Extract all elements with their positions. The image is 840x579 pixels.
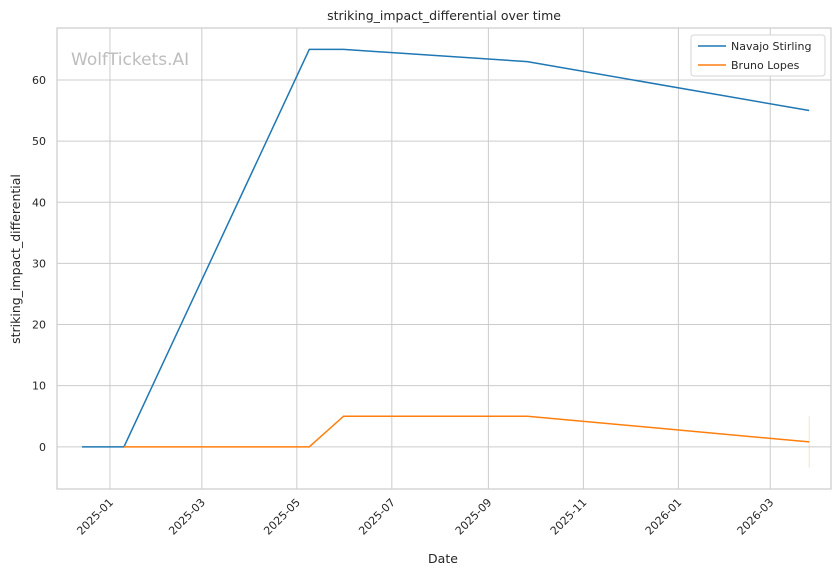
x-tick-label: 2025-03	[166, 496, 208, 538]
legend: Navajo Stirling Bruno Lopes	[690, 34, 826, 77]
series-line-bruno-lopes	[123, 415, 810, 448]
x-tick-label: 2025-07	[356, 496, 398, 538]
x-tick-label: 2026-03	[735, 496, 777, 538]
series-layer	[81, 48, 810, 468]
y-tick-label: 10	[32, 380, 46, 393]
chart-title: striking_impact_differential over time	[327, 8, 561, 23]
y-tick-label: 30	[32, 257, 46, 270]
y-tick-label: 0	[39, 441, 46, 454]
x-axis-label: Date	[428, 551, 458, 566]
y-axis-label: striking_impact_differential	[8, 174, 23, 344]
x-tick-label: 2025-11	[548, 496, 590, 538]
x-tick-label: 2026-01	[643, 496, 685, 538]
x-tick-label: 2025-05	[261, 496, 303, 538]
plot-frame	[56, 27, 832, 490]
x-tick-label: 2025-01	[74, 496, 116, 538]
grid	[57, 28, 831, 489]
y-tick-label: 40	[32, 196, 46, 209]
legend-label: Bruno Lopes	[731, 59, 800, 72]
y-tick-label: 50	[32, 135, 46, 148]
series-line-navajo-stirling	[81, 48, 810, 448]
watermark: WolfTickets.AI	[71, 50, 189, 70]
tick-labels: 2025-01 2025-03 2025-05 2025-07 2025-09 2025-…	[32, 74, 776, 538]
x-tick-label: 2025-09	[453, 496, 495, 538]
y-tick-label: 60	[32, 74, 46, 87]
y-tick-label: 20	[32, 319, 46, 332]
legend-label: Navajo Stirling	[731, 40, 811, 53]
